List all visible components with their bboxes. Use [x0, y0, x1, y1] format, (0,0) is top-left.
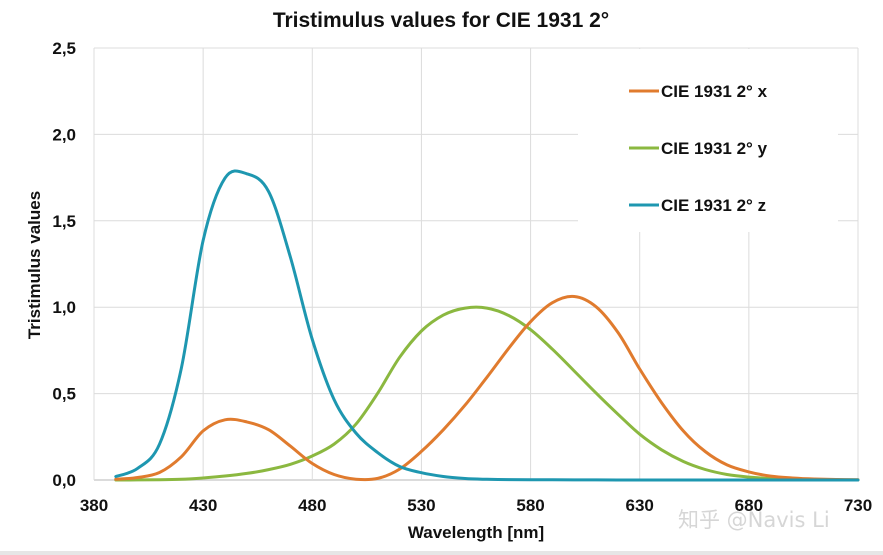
legend-label: CIE 1931 2° x: [661, 82, 768, 101]
y-tick-label: 0,0: [52, 471, 76, 490]
series-line-z: [114, 169, 860, 482]
chart-title: Tristimulus values for CIE 1931 2°: [273, 9, 609, 32]
x-tick-label: 380: [80, 496, 108, 515]
y-tick-label: 1,0: [52, 298, 76, 317]
legend: CIE 1931 2° x CIE 1931 2° y CIE 1931 2° z: [629, 82, 768, 215]
y-tick-label: 2,5: [52, 39, 76, 58]
series-lines: [114, 169, 860, 482]
bottom-border: [0, 551, 883, 555]
legend-label: CIE 1931 2° y: [661, 139, 768, 158]
x-axis-label: Wavelength [nm]: [408, 523, 544, 542]
x-tick-label: 730: [844, 496, 872, 515]
y-tick-label: 2,0: [52, 125, 76, 144]
y-axis-label: Tristimulus values: [25, 191, 44, 339]
x-tick-label: 680: [735, 496, 763, 515]
legend-label: CIE 1931 2° z: [661, 196, 766, 215]
series-line-x: [114, 294, 860, 482]
x-tick-label: 530: [407, 496, 435, 515]
legend-background: [578, 49, 838, 232]
series-line-y: [114, 305, 860, 482]
y-tick-label: 0,5: [52, 385, 76, 404]
y-tick-label: 1,5: [52, 212, 76, 231]
x-tick-label: 630: [626, 496, 654, 515]
watermark: 知乎 @Navis Li: [678, 508, 830, 532]
x-tick-label: 580: [516, 496, 544, 515]
x-tick-label: 480: [298, 496, 326, 515]
x-tick-labels: 380 430 480 530 580 630 680 730: [80, 496, 872, 515]
y-tick-labels: 0,0 0,5 1,0 1,5 2,0 2,5: [52, 39, 76, 490]
x-tick-label: 430: [189, 496, 217, 515]
